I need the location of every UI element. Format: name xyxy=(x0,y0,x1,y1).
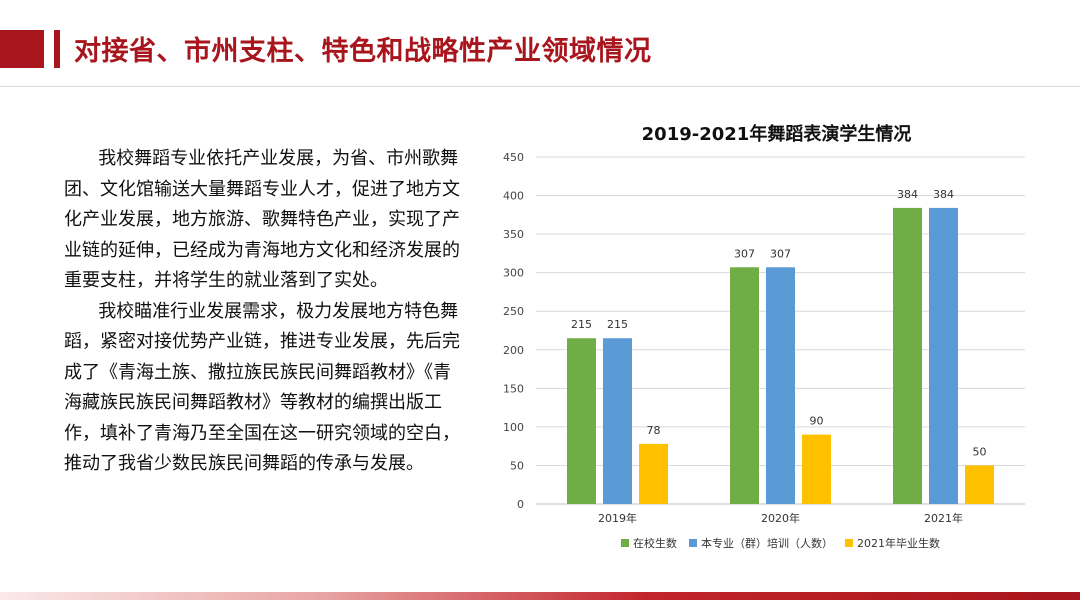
bar xyxy=(730,267,759,504)
chart-title: 2019-2021年舞蹈表演学生情况 xyxy=(642,123,912,145)
header-divider xyxy=(0,86,1080,87)
body-text: 我校舞蹈专业依托产业发展，为省、市州歌舞团、文化馆输送大量舞蹈专业人才，促进了地… xyxy=(64,144,464,480)
y-tick-label: 150 xyxy=(503,382,524,395)
bar xyxy=(893,207,922,504)
y-tick-label: 50 xyxy=(510,459,524,472)
legend-swatch xyxy=(689,539,697,547)
footer-bar xyxy=(0,592,1080,600)
bar xyxy=(567,338,596,504)
legend-label: 在校生数 xyxy=(633,536,677,550)
data-label: 90 xyxy=(810,415,824,428)
y-tick-label: 100 xyxy=(503,421,524,434)
data-label: 78 xyxy=(647,424,661,437)
data-label: 50 xyxy=(973,445,987,458)
data-label: 307 xyxy=(770,247,791,260)
legend-swatch xyxy=(621,539,629,547)
data-label: 384 xyxy=(933,188,954,201)
y-tick-label: 450 xyxy=(503,151,524,164)
legend-swatch xyxy=(845,539,853,547)
legend-label: 本专业（群）培训（人数） xyxy=(701,536,833,550)
x-tick-label: 2021年 xyxy=(924,511,963,525)
bar xyxy=(929,207,958,504)
paragraph-1: 我校舞蹈专业依托产业发展，为省、市州歌舞团、文化馆输送大量舞蹈专业人才，促进了地… xyxy=(64,148,460,291)
bar xyxy=(965,465,994,504)
header-band xyxy=(0,30,44,68)
data-label: 215 xyxy=(571,318,592,331)
bar xyxy=(766,267,795,504)
y-tick-label: 300 xyxy=(503,267,524,280)
x-tick-label: 2020年 xyxy=(761,511,800,525)
x-tick-label: 2019年 xyxy=(598,511,637,525)
paragraph-2: 我校瞄准行业发展需求，极力发展地方特色舞蹈，紧密对接优势产业链，推进专业发展，先… xyxy=(64,300,460,475)
bar-chart: 2019-2021年舞蹈表演学生情况 0 50 100 150 200 250 300 350 4… xyxy=(503,123,1025,550)
y-tick-label: 350 xyxy=(503,228,524,241)
legend-label: 2021年毕业生数 xyxy=(857,536,940,550)
header-accent xyxy=(54,30,60,68)
y-tick-label: 200 xyxy=(503,344,524,357)
data-label: 307 xyxy=(734,247,755,260)
data-label: 384 xyxy=(897,188,918,201)
bar xyxy=(639,443,668,504)
data-label: 215 xyxy=(607,318,628,331)
y-tick-label: 400 xyxy=(503,190,524,203)
y-tick-label: 250 xyxy=(503,305,524,318)
y-tick-label: 0 xyxy=(517,498,524,511)
bar xyxy=(603,338,632,504)
bar xyxy=(802,434,831,504)
page-title: 对接省、市州支柱、特色和战略性产业领域情况 xyxy=(74,36,652,67)
